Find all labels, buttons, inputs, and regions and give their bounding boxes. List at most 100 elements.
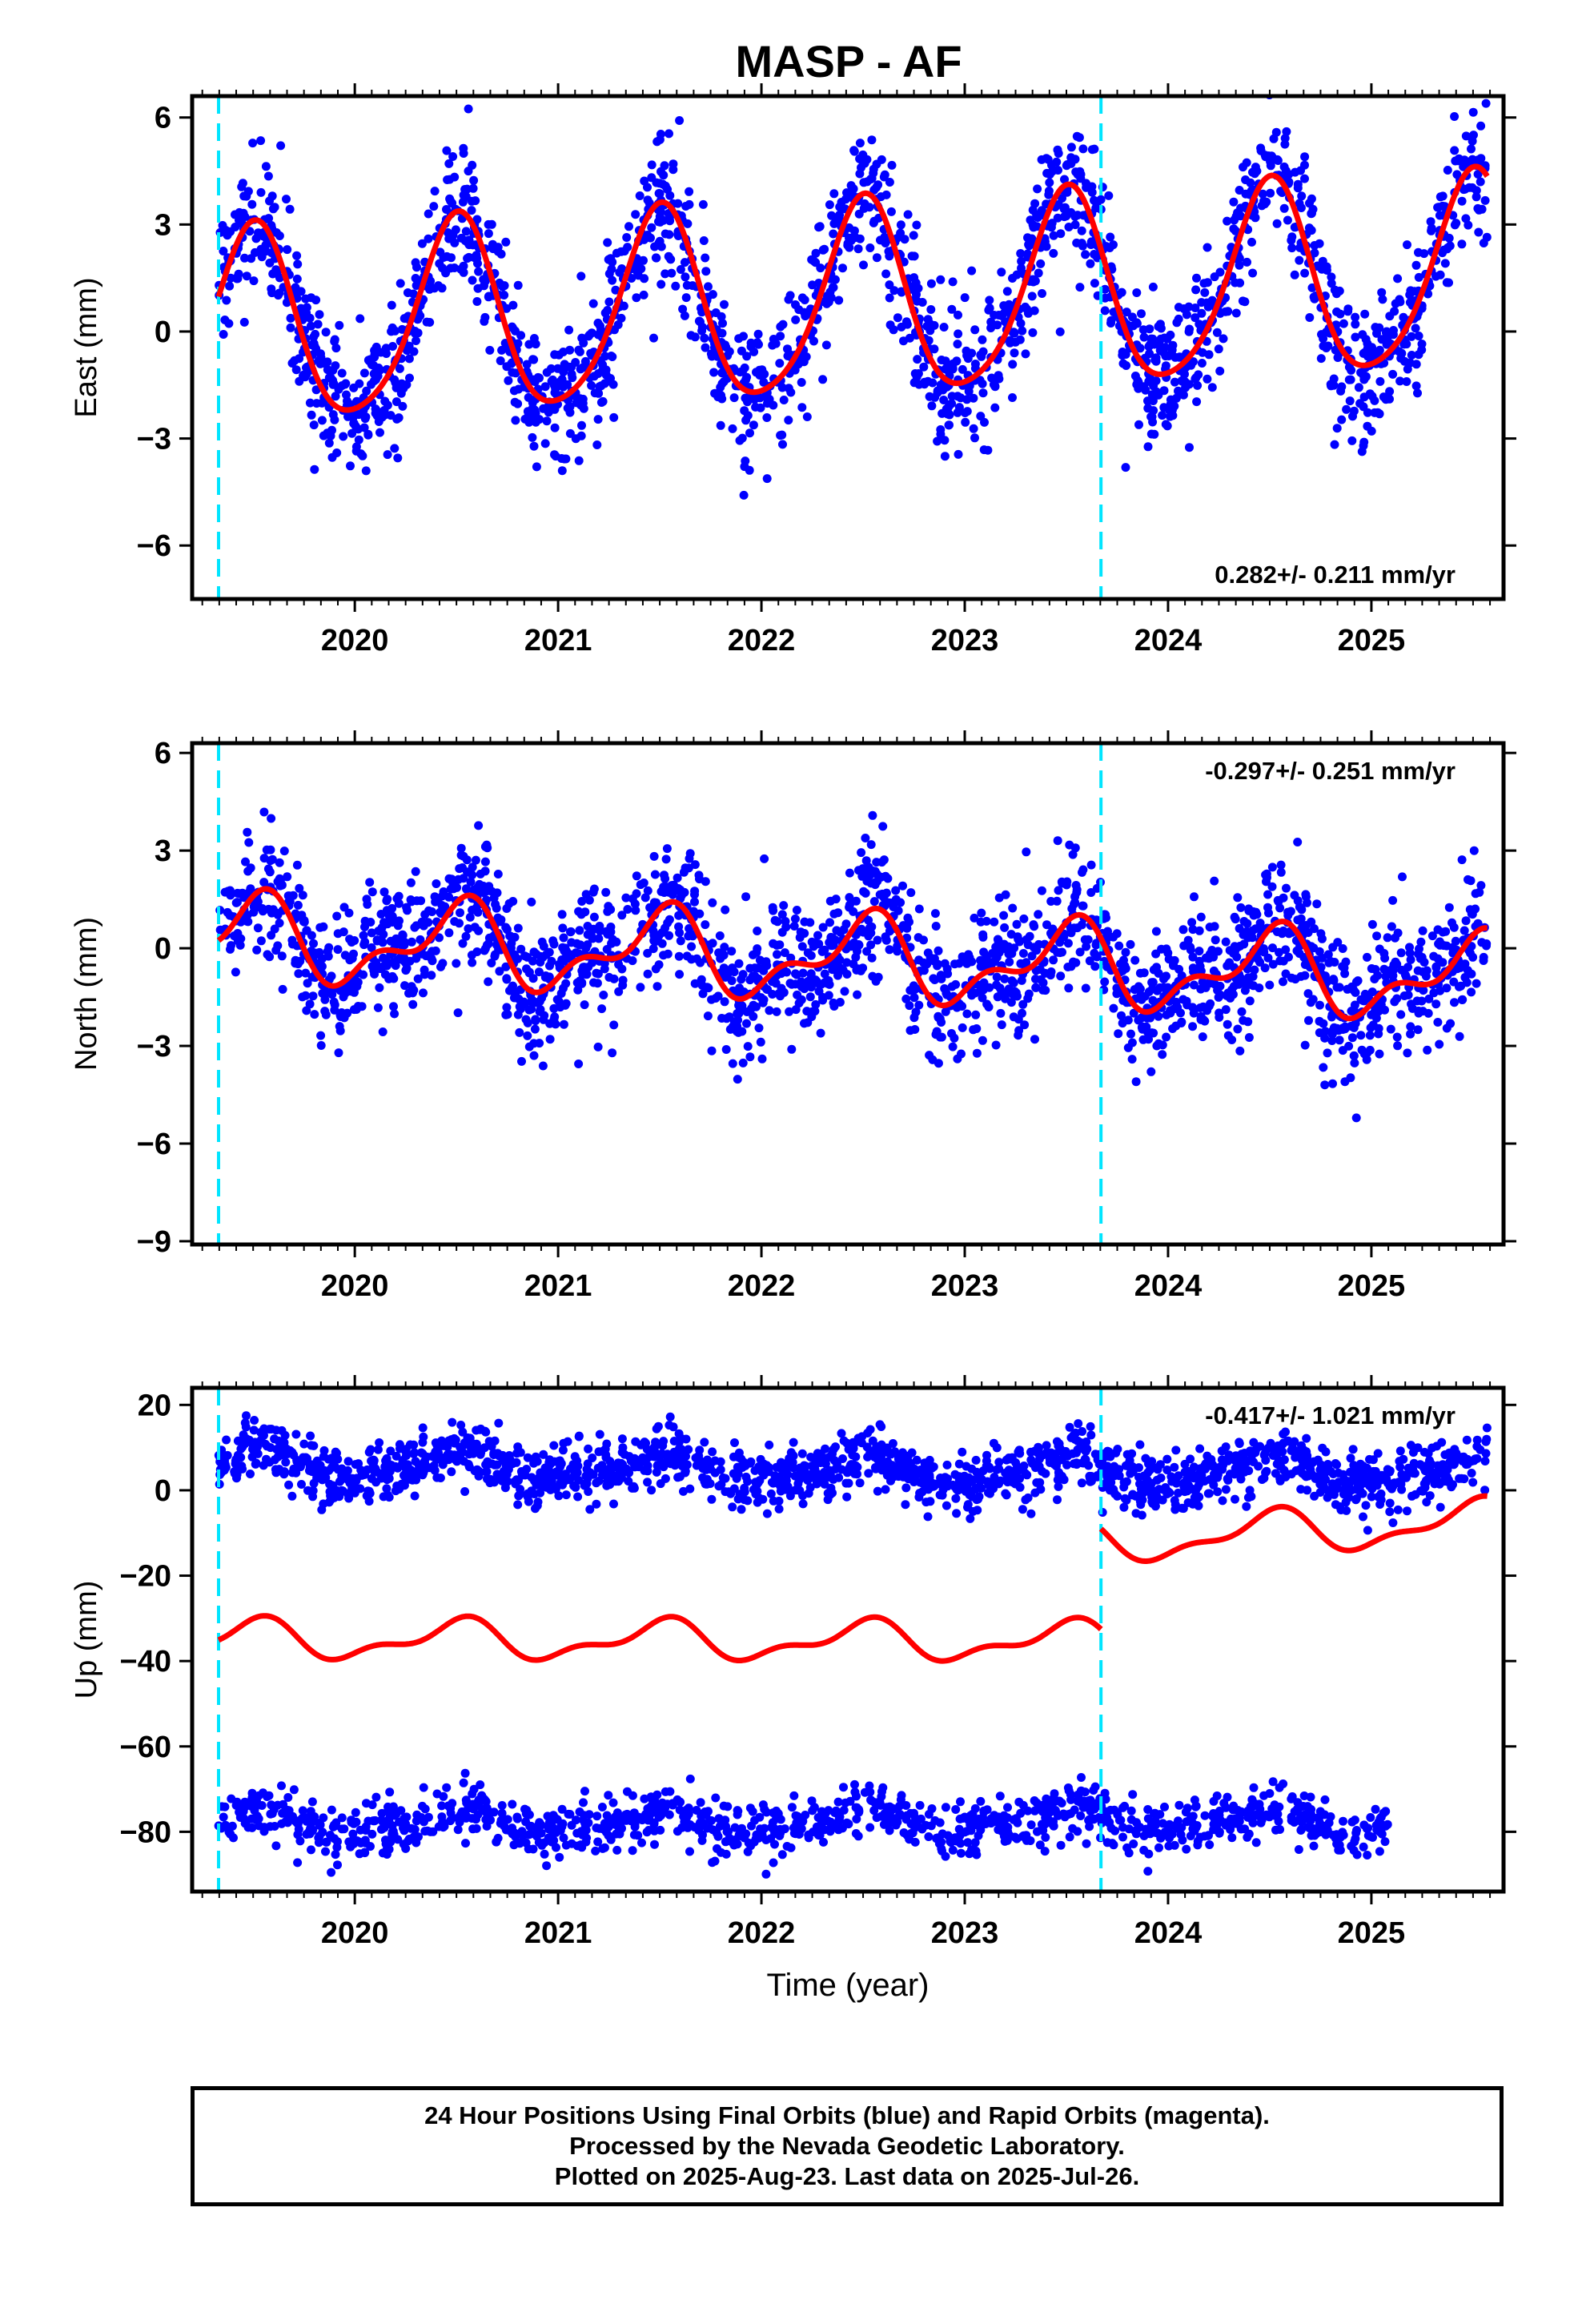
east-data-point: [380, 410, 390, 420]
east-data-point: [567, 369, 576, 379]
east-data-point: [954, 403, 964, 412]
north-data-point: [417, 917, 427, 927]
east-data-point: [1476, 121, 1486, 131]
north-data-point: [303, 979, 312, 988]
north-data-point: [911, 1007, 921, 1017]
north-data-point: [1209, 952, 1219, 962]
north-data-point: [621, 893, 631, 903]
east-data-point: [1192, 273, 1201, 283]
east-data-point: [740, 363, 749, 372]
north-data-point: [1279, 893, 1288, 903]
north-data-point: [267, 814, 276, 823]
east-data-point: [588, 299, 598, 308]
north-data-point: [1146, 1067, 1156, 1076]
north-data-point: [770, 915, 780, 925]
north-data-point: [999, 911, 1009, 920]
north-data-point: [333, 929, 343, 939]
north-data-point: [438, 891, 447, 901]
north-data-point: [1018, 999, 1028, 1009]
east-data-point: [902, 320, 912, 329]
east-data-point: [865, 243, 875, 252]
up-data-point: [728, 1502, 737, 1512]
north-data-point: [893, 941, 902, 951]
east-data-point: [867, 135, 877, 145]
north-data-point: [1321, 1027, 1330, 1036]
north-data-point: [323, 951, 333, 961]
north-data-point: [468, 958, 477, 967]
north-data-point: [838, 966, 848, 975]
north-data-point: [1009, 1012, 1018, 1022]
north-data-point: [690, 860, 700, 870]
north-data-point: [1037, 886, 1046, 895]
east-data-point: [219, 330, 228, 339]
north-data-point: [861, 856, 871, 866]
north-data-point: [1006, 998, 1016, 1007]
east-data-point: [728, 424, 737, 433]
north-data-point: [339, 1013, 349, 1023]
east-data-point: [1388, 369, 1398, 379]
north-data-point: [376, 910, 386, 919]
east-data-point: [872, 253, 881, 263]
north-data-point: [1406, 1022, 1415, 1031]
east-data-point: [394, 413, 404, 423]
north-data-point: [366, 918, 375, 927]
north-data-point: [577, 897, 587, 906]
north-data-point: [1457, 855, 1467, 865]
east-data-point: [989, 380, 998, 389]
east-data-point: [1417, 340, 1427, 348]
east-data-point: [1202, 298, 1211, 308]
north-data-point: [612, 937, 621, 947]
north-data-point: [1032, 946, 1042, 955]
north-data-point: [673, 873, 682, 883]
north-data-point: [792, 906, 801, 915]
north-data-point: [1148, 978, 1158, 987]
east-data-point: [983, 445, 993, 455]
east-data-point: [762, 413, 772, 422]
north-data-point: [1240, 986, 1250, 995]
north-data-point: [574, 1059, 584, 1068]
north-data-point: [275, 919, 284, 928]
east-data-point: [775, 359, 785, 368]
up-data-point: [480, 1443, 489, 1453]
north-data-point: [649, 851, 659, 861]
north-data-point: [399, 952, 408, 962]
east-data-point: [1121, 350, 1130, 359]
east-data-point: [701, 343, 710, 352]
east-data-point: [809, 256, 818, 266]
east-data-point: [990, 403, 1000, 412]
up-data-point: [994, 1458, 1004, 1467]
east-rate-annotation: 0.282+/- 0.211 mm/yr: [1215, 561, 1456, 589]
east-data-point: [1008, 360, 1018, 369]
east-data-point: [698, 199, 708, 209]
north-data-point: [1188, 925, 1198, 935]
north-y-tick-label: −3: [137, 1030, 171, 1063]
east-data-point: [661, 269, 670, 279]
north-data-point: [1075, 947, 1085, 957]
north-data-point: [748, 971, 757, 981]
north-data-point: [796, 927, 805, 937]
east-data-point: [680, 258, 689, 267]
east-data-point: [776, 332, 785, 341]
east-data-point: [1066, 143, 1076, 152]
east-data-point: [1440, 259, 1450, 268]
north-data-point: [536, 958, 545, 967]
north-data-point: [523, 1018, 532, 1027]
north-data-point: [813, 931, 822, 940]
east-data-point: [547, 364, 556, 373]
north-data-point: [1140, 1023, 1150, 1032]
north-data-point: [777, 969, 786, 979]
north-data-point: [1170, 955, 1179, 965]
east-data-point: [710, 388, 720, 398]
east-data-point: [683, 219, 693, 228]
north-data-point: [501, 962, 511, 971]
east-y-tick-label: −6: [137, 529, 171, 563]
north-data-point: [1162, 1032, 1171, 1042]
east-data-point: [1457, 196, 1467, 206]
north-data-point: [818, 923, 828, 932]
north-data-point: [601, 887, 611, 897]
east-data-point: [801, 352, 811, 361]
east-data-point: [402, 380, 412, 389]
east-data-point: [1200, 287, 1210, 297]
east-data-point: [912, 220, 921, 230]
east-data-point: [759, 377, 769, 387]
